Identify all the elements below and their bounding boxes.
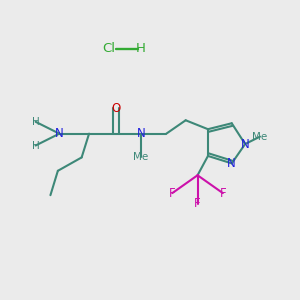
Text: Me: Me — [134, 152, 149, 162]
Text: Cl: Cl — [102, 42, 115, 56]
Text: N: N — [137, 127, 146, 140]
Text: N: N — [55, 127, 64, 140]
Text: F: F — [220, 187, 226, 200]
Text: Me: Me — [252, 132, 268, 142]
Text: H: H — [136, 42, 146, 56]
Text: H: H — [32, 140, 39, 151]
Text: O: O — [111, 102, 120, 115]
Text: F: F — [169, 187, 175, 200]
Text: F: F — [194, 197, 201, 210]
Text: N: N — [241, 138, 250, 151]
Text: N: N — [227, 157, 236, 170]
Text: H: H — [32, 117, 39, 127]
